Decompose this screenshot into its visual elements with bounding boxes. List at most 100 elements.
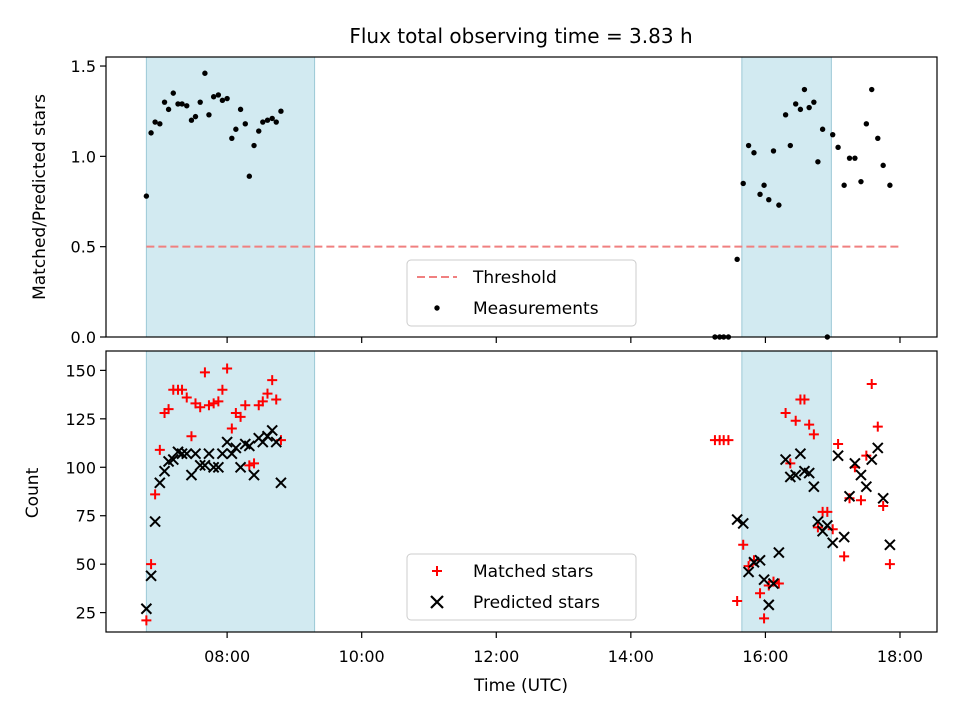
- data-point: [821, 519, 834, 532]
- legend-label: Matched stars: [473, 562, 593, 582]
- data-point: [843, 490, 856, 503]
- x-tick-label: 12:00: [473, 647, 519, 666]
- data-point: [758, 573, 770, 586]
- data-point: [143, 193, 150, 199]
- plot-frame: [105, 56, 938, 338]
- y-tick-label: 0.5: [71, 238, 96, 257]
- shaded-interval: [145, 350, 316, 633]
- data-point: [846, 155, 853, 161]
- data-point: [226, 448, 238, 460]
- data-point: [216, 448, 229, 460]
- data-point: [145, 570, 157, 582]
- legend-label: Predicted stars: [473, 593, 600, 613]
- data-point: [210, 94, 217, 100]
- data-point: [192, 113, 199, 120]
- legend-plus-swatch: [432, 566, 442, 576]
- series-predicted-stars: [140, 424, 896, 615]
- count-panel: 25 50 75 100 125 150 08:00 10:00 12:00 14:00 16:00…: [65, 350, 938, 666]
- data-point: [766, 197, 772, 203]
- data-point: [185, 469, 198, 481]
- data-point: [838, 531, 850, 543]
- data-point: [822, 506, 833, 517]
- data-point: [872, 442, 884, 454]
- data-point: [224, 95, 230, 102]
- data-point: [732, 595, 743, 606]
- data-point: [251, 142, 257, 149]
- y-tick-label: 125: [65, 410, 96, 429]
- data-point: [244, 460, 255, 471]
- data-point: [202, 70, 208, 76]
- data-point: [246, 173, 253, 179]
- data-point: [181, 448, 193, 460]
- legend-x-swatch: [430, 595, 444, 609]
- data-point: [826, 537, 839, 549]
- data-point: [212, 461, 225, 473]
- ratio-y-axis-label: Matched/Predicted stars: [30, 94, 50, 300]
- data-point: [248, 469, 260, 481]
- data-point: [743, 561, 754, 572]
- data-point: [203, 448, 215, 460]
- legend: Threshold Measurements: [406, 259, 637, 327]
- data-point: [863, 121, 870, 127]
- data-point: [872, 421, 883, 432]
- data-point: [780, 408, 791, 419]
- data-point: [866, 378, 877, 389]
- data-point: [152, 119, 158, 125]
- data-point: [271, 394, 282, 405]
- data-point: [773, 578, 784, 589]
- data-point: [759, 613, 770, 624]
- data-point: [877, 492, 889, 504]
- data-point: [808, 480, 820, 493]
- data-point: [141, 615, 152, 626]
- data-point: [264, 117, 271, 123]
- data-point: [270, 436, 282, 448]
- data-point: [189, 448, 202, 460]
- ratio-panel: 0.0 0.5 1.0 1.5 Threshold Measurements: [71, 56, 938, 347]
- data-point: [830, 131, 836, 138]
- data-point: [803, 467, 815, 479]
- data-point: [773, 546, 785, 559]
- data-point: [197, 99, 203, 105]
- data-point: [875, 135, 881, 141]
- data-point: [242, 121, 248, 127]
- data-point: [267, 375, 278, 386]
- data-point: [215, 92, 222, 98]
- data-point: [179, 101, 185, 107]
- y-tick-label: 75: [76, 507, 96, 526]
- data-point: [878, 501, 889, 512]
- data-point: [797, 106, 804, 113]
- data-point: [199, 367, 210, 378]
- data-point: [194, 459, 206, 472]
- data-point: [754, 554, 766, 567]
- x-tick-label: 08:00: [204, 647, 250, 666]
- x-tick-label: 18:00: [877, 647, 923, 666]
- data-point: [808, 429, 819, 440]
- data-point: [779, 453, 792, 466]
- shaded-interval: [145, 56, 316, 338]
- data-point: [849, 457, 861, 470]
- data-point: [858, 178, 864, 185]
- data-point: [175, 101, 181, 107]
- data-point: [149, 515, 161, 528]
- data-point: [188, 117, 195, 123]
- data-point: [184, 103, 190, 109]
- data-point: [234, 461, 247, 473]
- data-point: [256, 128, 262, 134]
- legend: Matched stars Predicted stars: [406, 553, 637, 621]
- data-point: [249, 458, 260, 469]
- x-axis-label: Time (UTC): [473, 676, 568, 696]
- data-point: [860, 480, 873, 493]
- data-point: [742, 566, 755, 578]
- data-point: [880, 162, 886, 169]
- legend-box: [406, 553, 637, 621]
- data-point: [827, 524, 838, 535]
- x-tick-label: 14:00: [608, 647, 654, 666]
- data-point: [148, 130, 154, 136]
- y-tick-label: 1.0: [71, 147, 96, 166]
- data-point: [776, 202, 782, 208]
- data-point: [167, 453, 179, 466]
- data-point: [884, 559, 895, 570]
- data-point: [738, 539, 749, 550]
- legend-label: Measurements: [473, 299, 599, 319]
- data-point: [799, 394, 810, 405]
